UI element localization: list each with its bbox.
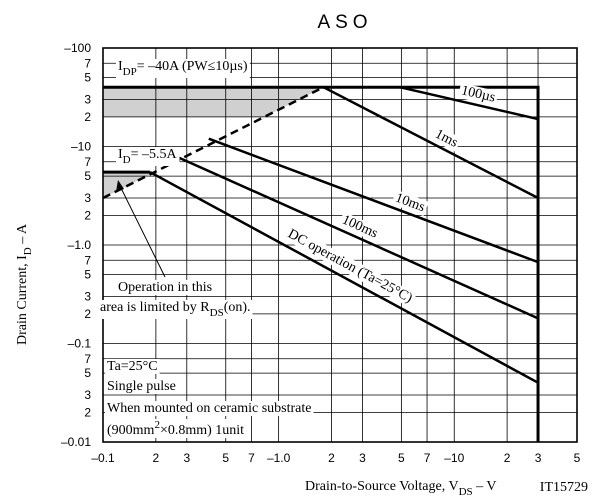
y-tick-label: 5 [84, 71, 91, 85]
curve-label: DC operation (Ta=25°C) [285, 227, 415, 307]
x-tick-label: 2 [153, 451, 160, 465]
annotation: (900mm2×0.8mm) 1unit [107, 419, 244, 438]
annotation: IDP= –40A (PW≤10µs) [118, 59, 248, 78]
plot-frame [102, 47, 578, 443]
annotation-part: When mounted on ceramic substrate [107, 401, 311, 416]
chart-title: ASO [317, 12, 372, 33]
y-tick-label: 5 [84, 268, 91, 282]
arrow-line [119, 185, 166, 278]
annotation-part: I [118, 59, 123, 74]
x-axis-label-part: – V [473, 479, 497, 494]
soa-curve [322, 86, 539, 200]
annotation: Ta=25°C [107, 359, 158, 374]
annotation: area is limited by RDS(on). [100, 300, 251, 319]
x-tick-label: 5 [222, 451, 229, 465]
annotation: When mounted on ceramic substrate [107, 401, 311, 416]
curve-label: 100ms [340, 213, 380, 242]
x-axis-label: Drain-to-Source Voltage, VDS – V [305, 479, 497, 498]
annotation: Operation in this [118, 280, 212, 295]
annotation-part: Single pulse [107, 379, 176, 394]
annotation: Single pulse [107, 379, 176, 394]
x-tick-label: 2 [504, 451, 511, 465]
curve-label-bg [457, 82, 499, 107]
annotation-part: Ta=25°C [107, 359, 158, 374]
x-tick-label: 3 [535, 451, 542, 465]
curve-label-bg [283, 225, 417, 308]
x-tick-label: 2 [328, 451, 335, 465]
text-layer: –0.1 2 3 5 7 –1.0 2 3 5 7 –10 2 3 5–0.012357–0.12357–… [15, 12, 588, 498]
annotation-bg [98, 300, 253, 319]
curve-label-bg [391, 189, 429, 216]
y-axis-label-part: – A [15, 223, 30, 247]
y-tick-label: 5 [84, 169, 91, 183]
y-tick-label: 7 [84, 155, 91, 169]
y-axis-label: Drain Current, ID – A [15, 223, 34, 345]
y-tick-label: –1.0 [68, 238, 92, 252]
soa-curve [208, 137, 539, 264]
y-tick-label: –10 [71, 140, 91, 154]
x-axis-label-part: Drain-to-Source Voltage, V [305, 479, 459, 494]
curve-label: 10ms [393, 191, 427, 216]
y-axis-label-part: Drain Current, I [15, 255, 30, 345]
soa-curve [172, 153, 539, 320]
x-tick-label: –0.1 [91, 451, 115, 465]
annotation-bg [116, 280, 215, 295]
y-axis-label-part: D [22, 247, 34, 255]
annotation-bg [116, 59, 250, 78]
y-tick-label: 2 [84, 208, 91, 222]
annotation-part: (on). [224, 300, 251, 315]
x-tick-label: 7 [248, 451, 255, 465]
y-tick-label: –0.1 [68, 337, 92, 351]
annotation-part: (900mm [107, 423, 155, 438]
y-tick-label: 2 [84, 110, 91, 124]
y-tick-label: 2 [84, 307, 91, 321]
y-tick-label: –100 [64, 41, 91, 55]
y-tick-label: 3 [84, 290, 91, 304]
annotation-part: 2 [154, 419, 160, 431]
x-tick-label: 3 [183, 451, 190, 465]
annotation-bg [105, 359, 160, 374]
x-tick-label: 7 [424, 451, 431, 465]
y-tick-label: 5 [84, 366, 91, 380]
annotation: ID= –5.5A [118, 147, 178, 166]
soa-curve [149, 170, 539, 384]
y-tick-label: 3 [84, 388, 91, 402]
soa-curve [102, 86, 325, 200]
x-tick-label: –1.0 [267, 451, 291, 465]
y-tick-label: –0.01 [61, 435, 91, 449]
annotation-part: Operation in this [118, 280, 212, 295]
annotation-bg [116, 147, 180, 166]
y-tick-label: 7 [84, 352, 91, 366]
x-tick-label: 5 [398, 451, 405, 465]
x-tick-label: 5 [574, 451, 581, 465]
y-tick-label: 7 [84, 56, 91, 70]
x-tick-label: 3 [359, 451, 366, 465]
arrow-head [116, 180, 124, 192]
annotation-bg [105, 379, 178, 394]
y-tick-label: 7 [84, 253, 91, 267]
shaded-area [103, 87, 324, 118]
annotation-part: ×0.8mm) 1unit [160, 423, 244, 438]
curve-label-bg [430, 125, 462, 152]
figure-code: IT15729 [540, 480, 588, 495]
annotation-part: I [118, 147, 123, 162]
curve-layer [102, 85, 540, 442]
y-tick-label: 3 [84, 93, 91, 107]
curve-label-bg [337, 211, 382, 243]
x-tick-label: –10 [444, 451, 464, 465]
y-tick-label: 3 [84, 191, 91, 205]
annotation-part: area is limited by R [100, 300, 210, 315]
annotation-part: D [123, 154, 131, 166]
annotation-part: DS [210, 307, 224, 319]
soa-curve [103, 85, 540, 442]
annotation-part: = –5.5A [131, 147, 178, 162]
annotation-bg [105, 419, 247, 438]
y-tick-label: 2 [84, 405, 91, 419]
annotation-part: = –40A (PW≤10µs) [137, 59, 248, 74]
annotation-part: DP [123, 66, 137, 78]
annotation-bg [105, 401, 314, 416]
soa-curve [399, 85, 539, 121]
x-axis-label-part: DS [459, 486, 473, 498]
